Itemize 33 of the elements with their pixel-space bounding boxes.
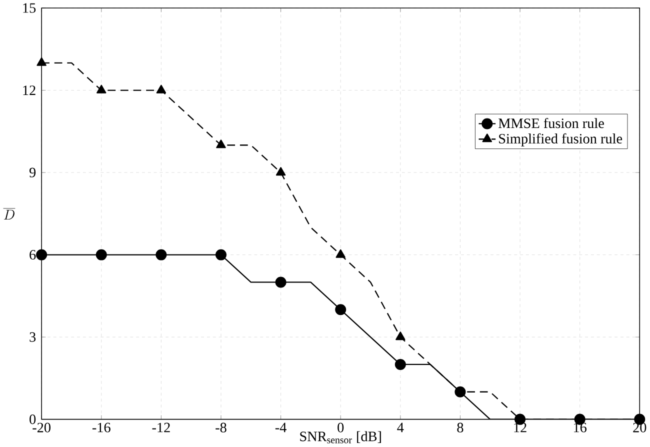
point (275, 276, 286, 288)
point (394, 359, 406, 370)
point (156, 249, 167, 261)
x-tick-label: -12 (152, 422, 170, 432)
x-tick-label: -8 (216, 422, 226, 433)
point (215, 249, 227, 261)
x-tick-label: -4 (275, 422, 286, 432)
x-tick-label: 4 (397, 422, 404, 432)
point (96, 249, 107, 261)
y-tick-label: 9 (30, 168, 36, 178)
point (336, 249, 346, 258)
x-tick-label: 0 (338, 422, 344, 433)
point (36, 249, 48, 261)
x-tick-label: -16 (92, 422, 110, 433)
y-tick-label: 0 (30, 414, 36, 424)
y-axis-title: $\overline{D}$ (3, 208, 16, 220)
legend-label: Simplified fusion rule (499, 134, 622, 147)
point (96, 84, 106, 94)
x-tick-label: -20 (32, 422, 50, 433)
y-tick-label: 6 (30, 250, 36, 260)
point (36, 58, 46, 66)
x-axis-title: SNR$_{sensor}$ [dB] (300, 431, 381, 444)
x-tick-label: 8 (457, 422, 464, 433)
y-tick-label: 15 (23, 3, 36, 13)
point (396, 332, 406, 340)
legend-label: MMSE fusion rule (498, 118, 604, 128)
y-tick-label: 3 (30, 332, 36, 342)
point (216, 140, 226, 148)
point (335, 304, 346, 316)
y-tick-label: 12 (23, 86, 36, 96)
point (276, 167, 286, 176)
x-tick-label: 16 (574, 422, 586, 433)
point (156, 84, 166, 94)
